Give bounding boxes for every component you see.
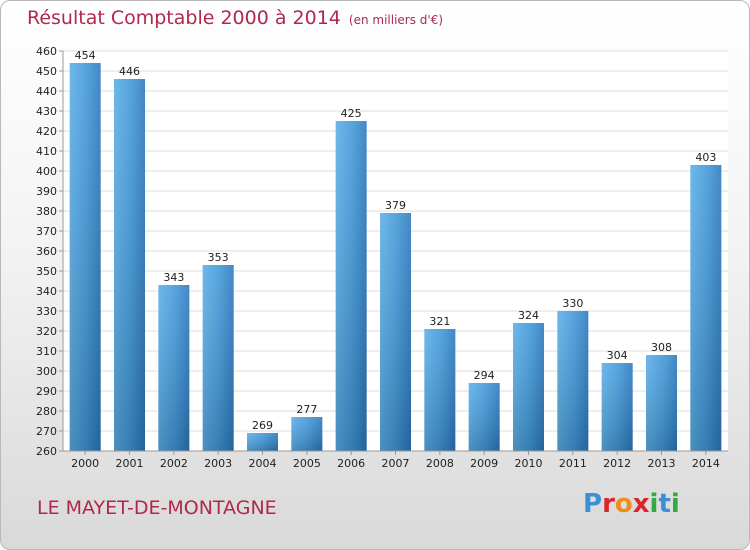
x-tick-label-2009: 2009 (470, 457, 498, 470)
value-label-2011: 330 (562, 297, 583, 310)
value-label-2008: 321 (429, 315, 450, 328)
x-tick-label-2001: 2001 (116, 457, 144, 470)
y-tick-label: 390 (36, 185, 57, 198)
bar-shade-2002 (158, 285, 190, 451)
y-tick-label: 420 (36, 125, 57, 138)
bar-shade-2013 (646, 355, 677, 451)
y-tick-label: 290 (36, 385, 57, 398)
y-tick-label: 300 (36, 365, 57, 378)
value-label-2006: 425 (341, 107, 362, 120)
bar-shade-2004 (247, 433, 278, 451)
x-tick-label-2011: 2011 (559, 457, 587, 470)
value-label-2005: 277 (296, 403, 317, 416)
logo-letter: r (602, 489, 615, 519)
bar-shade-2010 (513, 323, 544, 451)
bar-shade-2003 (202, 265, 234, 451)
chart-title: Résultat Comptable 2000 à 2014 (27, 7, 341, 29)
x-tick-label-2000: 2000 (71, 457, 99, 470)
value-label-2013: 308 (651, 341, 672, 354)
logo-letter: x (632, 489, 650, 519)
y-tick-label: 430 (36, 105, 57, 118)
y-tick-label: 270 (36, 425, 57, 438)
value-label-2010: 324 (518, 309, 539, 322)
x-tick-label-2004: 2004 (249, 457, 277, 470)
value-label-2014: 403 (695, 151, 716, 164)
y-tick-label: 330 (36, 305, 57, 318)
y-tick-label: 350 (36, 265, 57, 278)
y-tick-label: 460 (36, 45, 57, 58)
logo-letter: i (670, 489, 680, 519)
y-tick-label: 310 (36, 345, 57, 358)
logo-letter: i (649, 489, 659, 519)
bar-shade-2007 (380, 213, 411, 451)
y-tick-label: 280 (36, 405, 57, 418)
x-tick-label-2007: 2007 (382, 457, 410, 470)
value-label-2002: 343 (163, 271, 184, 284)
bar-shade-2001 (114, 79, 145, 451)
bar-shade-2000 (69, 63, 101, 451)
y-tick-label: 260 (36, 445, 57, 458)
y-tick-label: 450 (36, 65, 57, 78)
bar-shade-2011 (557, 311, 589, 451)
value-label-2012: 304 (607, 349, 628, 362)
x-tick-label-2013: 2013 (648, 457, 676, 470)
x-tick-label-2014: 2014 (692, 457, 720, 470)
bar-shade-2014 (690, 165, 722, 451)
bar-shade-2006 (335, 121, 367, 451)
chart-title-row: Résultat Comptable 2000 à 2014 (en millie… (27, 7, 443, 29)
y-tick-label: 360 (36, 245, 57, 258)
x-tick-label-2003: 2003 (204, 457, 232, 470)
y-tick-label: 440 (36, 85, 57, 98)
bar-shade-2008 (424, 329, 456, 451)
y-tick-label: 340 (36, 285, 57, 298)
bar-shade-2009 (468, 383, 500, 451)
y-tick-label: 320 (36, 325, 57, 338)
value-label-2001: 446 (119, 65, 140, 78)
y-tick-label: 380 (36, 205, 57, 218)
logo-letter: o (614, 489, 633, 519)
x-tick-label-2002: 2002 (160, 457, 188, 470)
y-tick-label: 370 (36, 225, 57, 238)
value-label-2004: 269 (252, 419, 273, 432)
commune-name: LE MAYET-DE-MONTAGNE (37, 497, 277, 519)
logo-letter: t (658, 489, 671, 519)
bar-shade-2012 (601, 363, 633, 451)
x-tick-label-2006: 2006 (337, 457, 365, 470)
value-label-2000: 454 (75, 49, 96, 62)
x-tick-label-2005: 2005 (293, 457, 321, 470)
x-tick-label-2008: 2008 (426, 457, 454, 470)
value-label-2009: 294 (474, 369, 495, 382)
x-tick-label-2012: 2012 (603, 457, 631, 470)
y-tick-label: 400 (36, 165, 57, 178)
value-label-2007: 379 (385, 199, 406, 212)
chart-unit: (en milliers d'€) (348, 13, 444, 27)
x-tick-label-2010: 2010 (515, 457, 543, 470)
proxiti-logo: Proxiti (583, 489, 680, 519)
y-tick-label: 410 (36, 145, 57, 158)
bar-shade-2005 (291, 417, 323, 451)
value-label-2003: 353 (208, 251, 229, 264)
logo-letter: P (583, 489, 603, 519)
